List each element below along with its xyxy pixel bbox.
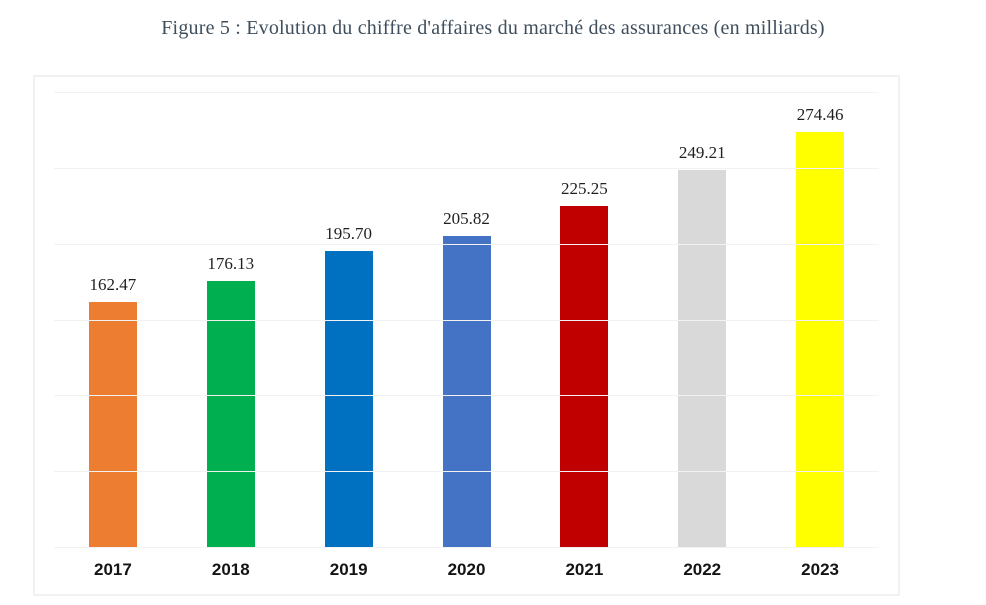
bar-group: 176.13 bbox=[172, 93, 290, 548]
bar-group: 225.25 bbox=[525, 93, 643, 548]
bar-group: 162.47 bbox=[54, 93, 172, 548]
bar-value-label: 195.70 bbox=[325, 224, 373, 244]
bar-group: 195.70 bbox=[290, 93, 408, 548]
plot-area: 162.47 176.13 195.70 205.82 225.25 249.21 274.… bbox=[54, 92, 879, 548]
bar-value-label: 225.25 bbox=[560, 179, 608, 199]
x-axis-label: 2022 bbox=[683, 560, 722, 579]
bar-value-label: 176.13 bbox=[207, 253, 255, 273]
bar-value-label: 162.47 bbox=[89, 274, 137, 294]
bar-2023 bbox=[796, 131, 845, 548]
bar-value-label: 274.46 bbox=[796, 104, 844, 124]
bar-2021 bbox=[560, 206, 609, 548]
bar-columns: 162.47 176.13 195.70 205.82 225.25 249.21 274.… bbox=[54, 93, 879, 548]
x-axis-label: 2021 bbox=[565, 560, 604, 579]
bar-group: 274.46 bbox=[761, 93, 879, 548]
x-axis-label: 2018 bbox=[211, 560, 250, 579]
bar-2022 bbox=[678, 170, 727, 548]
bar-group: 249.21 bbox=[643, 93, 761, 548]
bar-value-label: 205.82 bbox=[443, 208, 490, 228]
bar-2017 bbox=[88, 301, 137, 548]
x-axis-label: 2019 bbox=[329, 560, 368, 579]
chart-area: 162.47 176.13 195.70 205.82 225.25 249.21 274.… bbox=[33, 75, 900, 596]
x-axis-row: 2017 2018 2019 2020 2021 2022 2023 bbox=[54, 556, 879, 584]
bar-2019 bbox=[324, 251, 373, 548]
bar-2018 bbox=[206, 280, 255, 548]
figure-title: Figure 5 : Evolution du chiffre d'affair… bbox=[161, 17, 825, 39]
bar-2020 bbox=[442, 235, 491, 548]
x-axis-label: 2023 bbox=[801, 560, 839, 579]
bar-value-label: 249.21 bbox=[678, 143, 726, 163]
bar-group: 205.82 bbox=[408, 93, 526, 548]
x-axis-label: 2020 bbox=[447, 560, 486, 579]
x-axis-label: 2017 bbox=[94, 560, 132, 579]
